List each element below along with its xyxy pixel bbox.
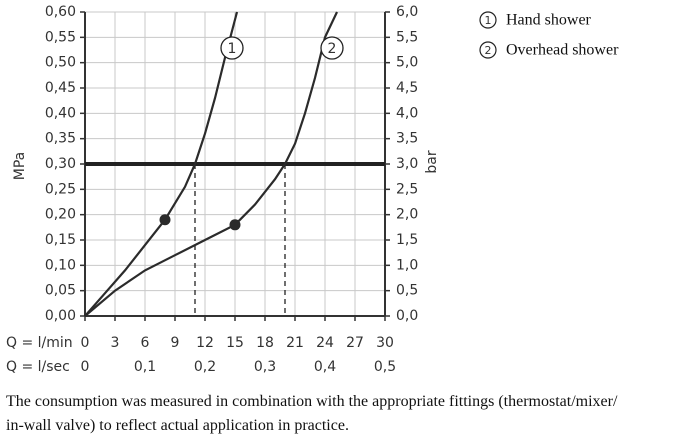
x2-tick-label: 0,4 (314, 359, 336, 375)
x2-tick-label: 0,2 (194, 359, 216, 375)
y2-axis-label: bar (424, 150, 440, 173)
y-tick-label: 0,00 (45, 308, 76, 324)
series-line (84, 11, 239, 317)
series-line (84, 11, 338, 317)
y-tick-label: 0,60 (45, 4, 76, 20)
x2-tick-label: 0 (81, 359, 90, 375)
x-tick-label: 21 (286, 335, 304, 351)
legend-label: Hand shower (506, 12, 592, 29)
y2-tick-label: 2,5 (396, 181, 418, 197)
y2-tick-label: 5,0 (396, 55, 418, 71)
y-tick-label: 0,35 (45, 131, 76, 147)
x2-tick-label: 0,3 (254, 359, 276, 375)
y-tick-label: 0,05 (45, 283, 76, 299)
y-tick-label: 0,15 (45, 232, 76, 248)
x-tick-label: 0 (81, 335, 90, 351)
x-axis-label: Q = l/min (6, 335, 73, 351)
point-marker (159, 214, 171, 226)
y2-tick-label: 2,0 (396, 207, 418, 223)
y2-tick-label: 0,5 (396, 283, 418, 299)
x-tick-label: 15 (226, 335, 244, 351)
y2-tick-label: 0,0 (396, 308, 418, 324)
curve-label-circle (320, 36, 344, 60)
x2-tick-label: 0,5 (374, 359, 396, 375)
curve-label: 1 (228, 41, 237, 57)
y2-tick-label: 4,0 (396, 105, 418, 121)
x-tick-label: 6 (141, 335, 150, 351)
legend-number: 1 (485, 14, 492, 27)
curve-label: 2 (328, 41, 337, 57)
y2-tick-label: 6,0 (396, 4, 418, 20)
y-tick-label: 0,10 (45, 257, 76, 273)
y-tick-label: 0,20 (45, 207, 76, 223)
x-tick-label: 30 (376, 335, 394, 351)
y2-tick-label: 4,5 (396, 80, 418, 96)
x-tick-label: 12 (196, 335, 214, 351)
legend-circle (479, 41, 497, 59)
x-tick-label: 3 (111, 335, 120, 351)
y2-tick-label: 1,5 (396, 232, 418, 248)
y-tick-label: 0,55 (45, 29, 76, 45)
x-tick-label: 9 (171, 335, 180, 351)
y-tick-label: 0,30 (45, 156, 76, 172)
x-tick-label: 24 (316, 335, 334, 351)
y-tick-label: 0,50 (45, 55, 76, 71)
x-tick-label: 18 (256, 335, 274, 351)
y-axis-label: MPa (12, 152, 28, 180)
y2-tick-label: 3,0 (396, 156, 418, 172)
y2-tick-label: 5,5 (396, 29, 418, 45)
y-tick-label: 0,45 (45, 80, 76, 96)
y-tick-label: 0,40 (45, 105, 76, 121)
legend-number: 2 (485, 44, 492, 57)
x2-axis-label: Q = l/sec (6, 359, 70, 375)
legend-label: Overhead shower (506, 42, 619, 59)
point-marker (229, 219, 241, 231)
caption: The consumption was measured in combinat… (6, 393, 618, 434)
x2-tick-label: 0,1 (134, 359, 156, 375)
legend-circle (479, 11, 497, 29)
y2-tick-label: 1,0 (396, 257, 418, 273)
x-tick-label: 27 (346, 335, 364, 351)
y-tick-label: 0,25 (45, 181, 76, 197)
curve-label-circle (220, 36, 244, 60)
y2-tick-label: 3,5 (396, 131, 418, 147)
